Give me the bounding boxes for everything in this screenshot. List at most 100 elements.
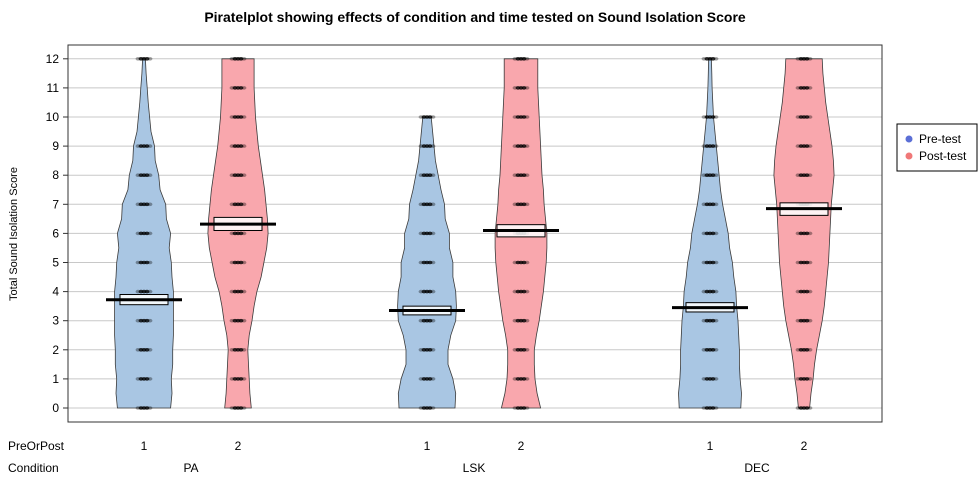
data-point: [241, 173, 247, 177]
data-point: [713, 406, 719, 410]
data-point: [521, 57, 527, 61]
y-tick-label: 7: [52, 197, 59, 211]
x-row-label-condition: Condition: [8, 461, 59, 475]
data-point: [430, 231, 436, 236]
data-point: [427, 173, 433, 177]
y-tick-label: 3: [52, 314, 59, 328]
y-tick-label: 5: [52, 256, 59, 270]
data-point: [521, 173, 527, 177]
data-point: [241, 318, 247, 323]
data-point: [713, 348, 719, 352]
data-point: [238, 173, 244, 177]
data-point: [524, 348, 530, 352]
data-point: [147, 377, 153, 381]
y-tick-label: 10: [46, 110, 60, 124]
data-point: [147, 260, 153, 265]
data-point: [807, 260, 813, 265]
chart-title: Piratelplot showing effects of condition…: [204, 9, 746, 25]
data-point: [713, 57, 719, 61]
data-point: [144, 231, 150, 236]
data-point: [713, 115, 719, 119]
data-point: [524, 57, 530, 61]
data-point: [427, 289, 433, 294]
data-point: [427, 260, 433, 265]
data-point: [147, 348, 153, 352]
data-point: [807, 318, 813, 323]
data-point: [238, 57, 244, 61]
data-point: [430, 173, 436, 177]
data-point: [710, 57, 716, 61]
data-point: [804, 289, 810, 294]
data-point: [147, 406, 153, 410]
data-point: [710, 173, 716, 177]
data-point: [710, 406, 716, 410]
data-point: [144, 289, 150, 294]
data-point: [524, 406, 530, 410]
data-point: [147, 57, 153, 61]
data-point: [241, 231, 247, 236]
data-point: [804, 231, 810, 236]
legend-label-pre-test: Pre-test: [919, 132, 962, 146]
data-point: [524, 115, 530, 119]
x-tick-label-time: 2: [518, 439, 525, 453]
x-tick-label-time: 2: [801, 439, 808, 453]
data-point: [521, 318, 527, 323]
y-tick-label: 9: [52, 139, 59, 153]
y-tick-label: 1: [52, 372, 59, 386]
data-point: [713, 144, 719, 148]
data-point: [521, 86, 527, 90]
data-point: [521, 348, 527, 352]
data-point: [430, 318, 436, 323]
data-point: [144, 144, 150, 148]
x-tick-label-condition: LSK: [463, 461, 486, 475]
x-axis-rows: PreOrPost Condition 1 2 1 2 1 2 PA LSK DEC: [8, 439, 808, 475]
data-point: [807, 231, 813, 236]
data-point: [804, 260, 810, 265]
data-point: [144, 173, 150, 177]
data-point: [144, 377, 150, 381]
data-point: [430, 115, 436, 119]
data-point: [144, 318, 150, 323]
data-point: [524, 289, 530, 294]
data-point: [713, 231, 719, 236]
data-point: [427, 231, 433, 236]
data-point: [713, 202, 719, 207]
x-tick-label-time: 1: [707, 439, 714, 453]
data-point: [713, 260, 719, 265]
data-point: [807, 144, 813, 148]
data-point: [241, 289, 247, 294]
data-point: [521, 202, 527, 207]
data-point: [713, 289, 719, 294]
data-point: [521, 377, 527, 381]
data-point: [710, 144, 716, 148]
data-point: [524, 86, 530, 90]
data-point: [524, 144, 530, 148]
data-point: [427, 115, 433, 119]
legend-label-post-test: Post-test: [919, 149, 967, 163]
data-point: [147, 318, 153, 323]
data-point: [144, 202, 150, 207]
data-point: [521, 289, 527, 294]
data-point: [521, 260, 527, 265]
legend-box: [896, 123, 978, 172]
legend-marker-pre-test: [905, 135, 913, 143]
data-point: [238, 377, 244, 381]
data-point: [147, 231, 153, 236]
data-point: [427, 406, 433, 410]
data-point: [144, 57, 150, 61]
data-point: [804, 57, 810, 61]
data-point: [710, 202, 716, 207]
grid-lines: [68, 58, 882, 409]
data-point: [238, 318, 244, 323]
y-tick-label: 0: [52, 401, 59, 415]
data-point: [427, 202, 433, 207]
data-point: [807, 115, 813, 119]
y-tick-label: 8: [52, 168, 59, 182]
data-point: [238, 406, 244, 410]
data-point: [238, 289, 244, 294]
data-point: [427, 377, 433, 381]
data-point: [804, 115, 810, 119]
mean-layer: [106, 202, 842, 316]
